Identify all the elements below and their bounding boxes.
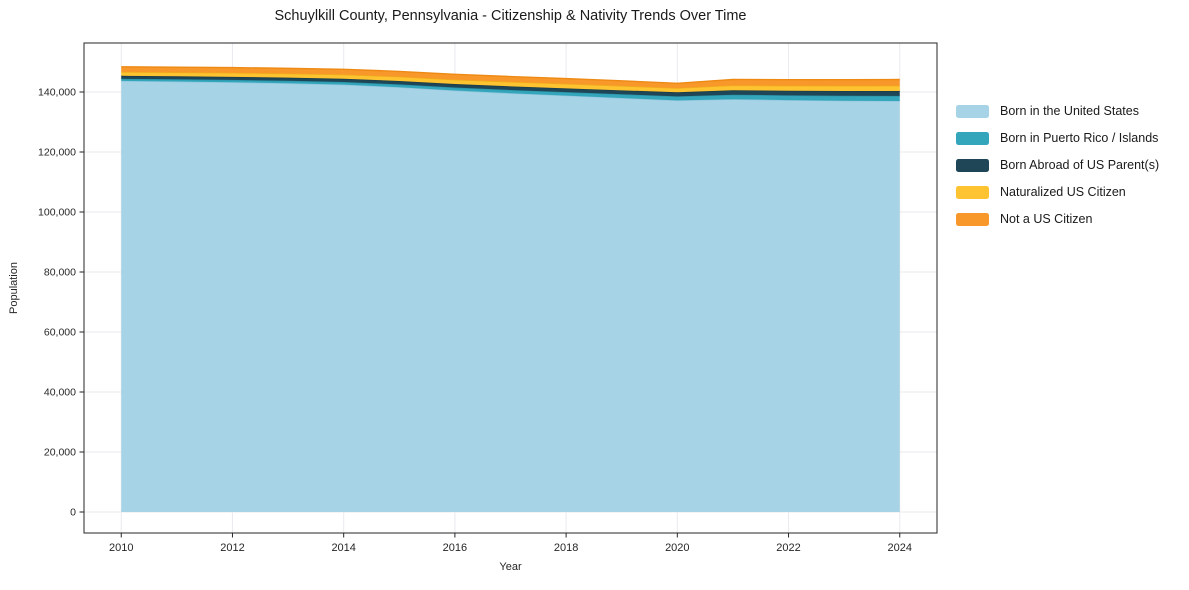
legend-label: Born Abroad of US Parent(s) — [1000, 158, 1160, 172]
plot-border — [83, 42, 938, 534]
legend-label: Born in Puerto Rico / Islands — [1000, 131, 1159, 145]
area-born-in-the-united-states — [121, 80, 900, 513]
tick-marks — [79, 91, 901, 538]
y-tick-label: 60,000 — [44, 326, 76, 338]
x-tick-label: 2012 — [220, 542, 244, 554]
x-tick-label: 2022 — [776, 542, 800, 554]
x-tick-label: 2020 — [665, 542, 689, 554]
legend-item-born-abroad-of-us-parent-s: Born Abroad of US Parent(s) — [956, 158, 1159, 172]
y-tick-label: 100,000 — [38, 206, 76, 218]
legend-item-born-in-the-united-states: Born in the United States — [956, 104, 1159, 118]
tick-labels: 0 20,000 40,000 60,000 80,000 100,000 120,000 1… — [38, 86, 912, 554]
y-tick-label: 120,000 — [38, 146, 76, 158]
area-edge-not-a-us-citizen — [121, 66, 900, 84]
legend-label: Naturalized US Citizen — [1000, 185, 1126, 199]
area-born-abroad-of-us-parent-s — [121, 75, 900, 97]
legend-label: Not a US Citizen — [1000, 212, 1093, 226]
stacked-areas — [121, 66, 900, 513]
legend-swatch — [956, 131, 989, 145]
area-not-a-us-citizen — [121, 66, 900, 89]
legend: Born in the United States Born in Puerto … — [956, 104, 1159, 226]
x-tick-label: 2024 — [888, 542, 912, 554]
legend-swatch — [956, 158, 989, 172]
y-tick-label: 0 — [70, 506, 76, 518]
x-axis-label: Year — [499, 561, 522, 573]
chart-title: Schuylkill County, Pennsylvania - Citize… — [274, 8, 747, 24]
x-tick-label: 2014 — [331, 542, 355, 554]
y-tick-label: 80,000 — [44, 266, 76, 278]
y-tick-label: 20,000 — [44, 446, 76, 458]
y-tick-label: 40,000 — [44, 386, 76, 398]
y-tick-label: 140,000 — [38, 86, 76, 98]
x-tick-label: 2010 — [109, 542, 133, 554]
area-born-in-puerto-rico-islands — [121, 78, 900, 101]
x-tick-label: 2016 — [443, 542, 467, 554]
legend-item-born-in-puerto-rico-islands: Born in Puerto Rico / Islands — [956, 131, 1159, 145]
legend-label: Born in the United States — [1000, 104, 1139, 118]
legend-item-naturalized-us-citizen: Naturalized US Citizen — [956, 185, 1159, 199]
legend-item-not-a-us-citizen: Not a US Citizen — [956, 212, 1159, 226]
legend-swatch — [956, 104, 989, 118]
x-tick-label: 2018 — [554, 542, 578, 554]
legend-swatch — [956, 212, 989, 226]
legend-swatch — [956, 185, 989, 199]
y-axis-label: Population — [8, 262, 20, 314]
